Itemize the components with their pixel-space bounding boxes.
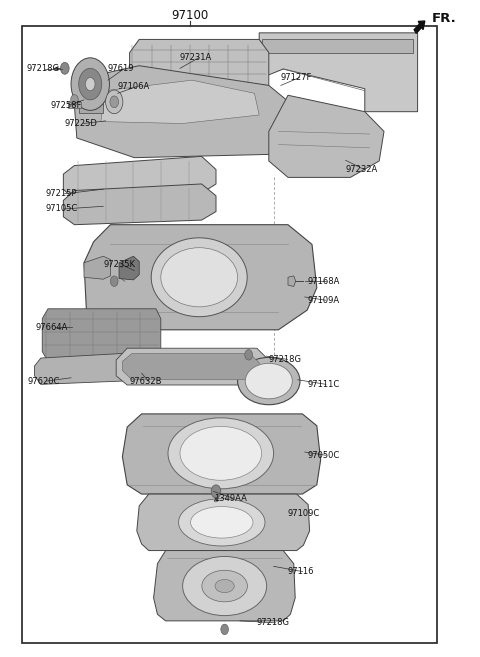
Bar <box>68 102 81 108</box>
Ellipse shape <box>168 418 274 489</box>
Text: 97050C: 97050C <box>307 451 339 460</box>
Ellipse shape <box>161 248 238 307</box>
Text: 97106A: 97106A <box>118 82 150 91</box>
Text: 97258F: 97258F <box>50 101 82 110</box>
Polygon shape <box>122 414 321 494</box>
Polygon shape <box>130 39 269 102</box>
Polygon shape <box>42 309 161 361</box>
Text: 97100: 97100 <box>171 9 208 22</box>
Text: 97116: 97116 <box>287 567 313 576</box>
Bar <box>22 26 437 643</box>
Circle shape <box>71 58 109 110</box>
Text: 97231A: 97231A <box>180 53 212 62</box>
FancyArrow shape <box>414 21 425 34</box>
Text: 97109A: 97109A <box>307 296 339 305</box>
Ellipse shape <box>238 357 300 405</box>
Polygon shape <box>101 80 259 124</box>
Circle shape <box>60 62 69 74</box>
Text: 97619: 97619 <box>108 64 134 74</box>
Circle shape <box>110 276 118 286</box>
Ellipse shape <box>215 579 234 593</box>
Text: 97215P: 97215P <box>46 189 77 198</box>
Polygon shape <box>35 353 129 384</box>
Text: 97218G: 97218G <box>269 355 302 364</box>
Text: 97632B: 97632B <box>130 376 162 386</box>
Polygon shape <box>119 256 139 280</box>
Text: 97168A: 97168A <box>307 277 339 286</box>
Text: 97105C: 97105C <box>46 204 78 214</box>
Text: 97109C: 97109C <box>287 509 319 518</box>
Polygon shape <box>262 39 413 53</box>
Polygon shape <box>259 33 418 112</box>
Polygon shape <box>269 95 384 177</box>
Text: FR.: FR. <box>432 12 457 25</box>
Ellipse shape <box>182 556 267 616</box>
Text: 97111C: 97111C <box>307 380 339 389</box>
Circle shape <box>110 96 119 108</box>
Ellipse shape <box>151 238 247 317</box>
Text: 97218G: 97218G <box>26 64 60 74</box>
Ellipse shape <box>245 363 292 399</box>
Polygon shape <box>84 225 317 330</box>
Text: 1349AA: 1349AA <box>214 493 246 503</box>
Polygon shape <box>154 551 295 621</box>
Polygon shape <box>84 256 110 279</box>
Polygon shape <box>116 348 269 385</box>
Text: 97232A: 97232A <box>346 165 378 174</box>
Circle shape <box>85 78 95 91</box>
Circle shape <box>211 485 221 498</box>
Ellipse shape <box>191 507 253 538</box>
Text: 97235K: 97235K <box>103 260 135 269</box>
Text: 97225D: 97225D <box>65 119 97 128</box>
Ellipse shape <box>202 570 248 602</box>
Ellipse shape <box>179 499 265 546</box>
Text: 97127F: 97127F <box>281 73 312 82</box>
Polygon shape <box>63 184 216 225</box>
Polygon shape <box>63 156 216 200</box>
Circle shape <box>79 68 102 100</box>
Circle shape <box>71 95 78 105</box>
Circle shape <box>245 350 252 360</box>
Polygon shape <box>288 276 296 286</box>
Polygon shape <box>74 66 293 158</box>
Circle shape <box>221 624 228 635</box>
Ellipse shape <box>180 426 262 480</box>
Text: 97664A: 97664A <box>36 323 68 332</box>
Text: 97218G: 97218G <box>257 618 290 627</box>
Polygon shape <box>79 95 103 113</box>
Polygon shape <box>137 494 310 551</box>
Circle shape <box>106 90 123 114</box>
Polygon shape <box>122 353 259 380</box>
Text: 97620C: 97620C <box>28 376 60 386</box>
